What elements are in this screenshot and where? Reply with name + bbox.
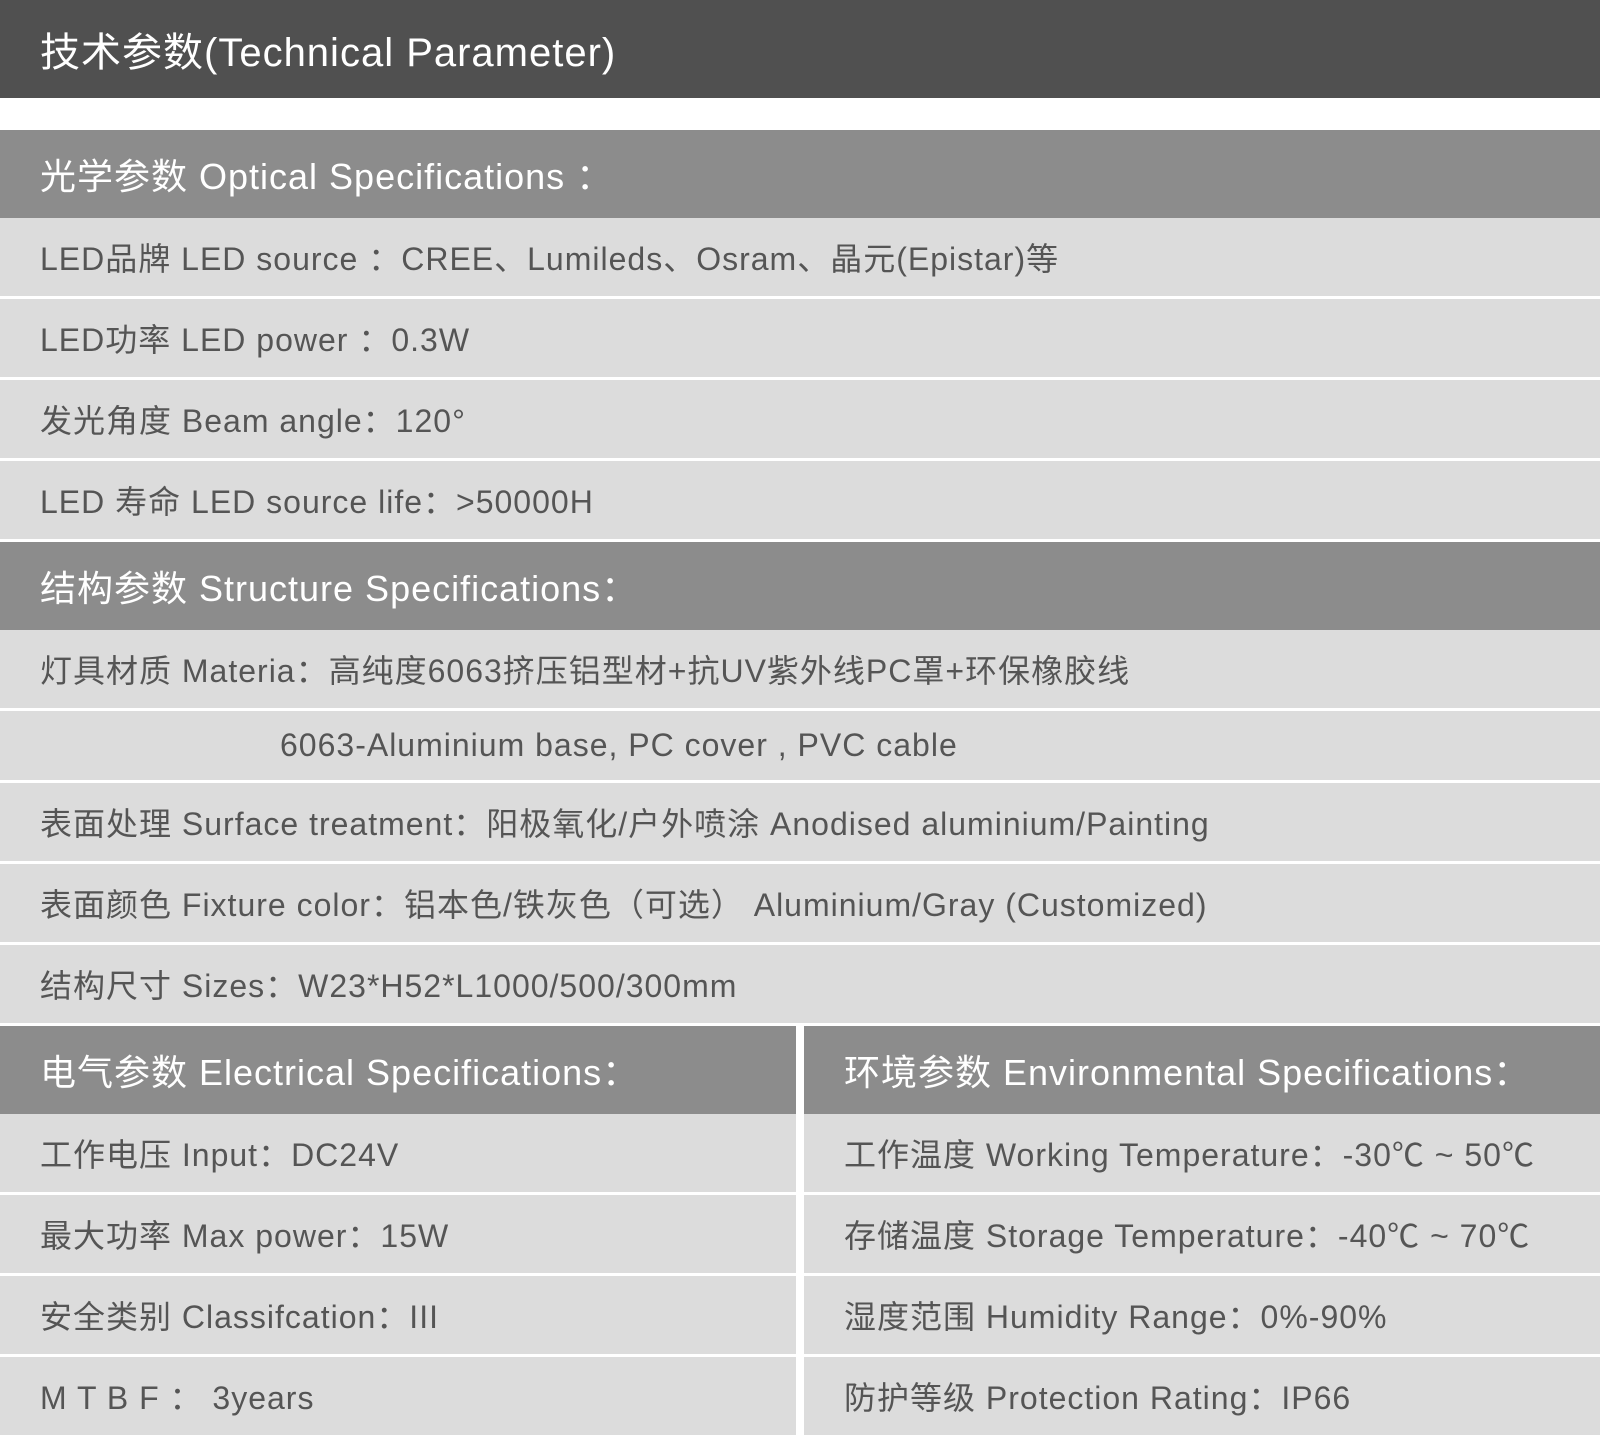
environmental-section-header: 环境参数 Environmental Specifications： (804, 1026, 1600, 1114)
electrical-row: 安全类别 Classifcation：III (0, 1276, 796, 1357)
optical-row: LED功率 LED power ：0.3W (0, 299, 1600, 380)
optical-section-header: 光学参数 Optical Specifications ： (0, 130, 1600, 218)
environmental-row: 工作温度 Working Temperature：-30℃ ~ 50℃ (804, 1114, 1600, 1195)
main-header: 技术参数(Technical Parameter) (0, 0, 1600, 98)
structure-section-header: 结构参数 Structure Specifications： (0, 542, 1600, 630)
electrical-column: 电气参数 Electrical Specifications： 工作电压 Inp… (0, 1026, 796, 1435)
environmental-row: 防护等级 Protection Rating：IP66 (804, 1357, 1600, 1435)
electrical-row: 最大功率 Max power：15W (0, 1195, 796, 1276)
electrical-row: 工作电压 Input：DC24V (0, 1114, 796, 1195)
electrical-section-header: 电气参数 Electrical Specifications： (0, 1026, 796, 1114)
environmental-row: 存储温度 Storage Temperature：-40℃ ~ 70℃ (804, 1195, 1600, 1276)
two-column-section: 电气参数 Electrical Specifications： 工作电压 Inp… (0, 1026, 1600, 1435)
optical-row: LED 寿命 LED source life：>50000H (0, 461, 1600, 542)
electrical-row: M T B F ： 3years (0, 1357, 796, 1435)
structure-row: 结构尺寸 Sizes：W23*H52*L1000/500/300mm (0, 945, 1600, 1026)
structure-row: 表面处理 Surface treatment：阳极氧化/户外喷涂 Anodise… (0, 783, 1600, 864)
structure-row: 6063-Aluminium base, PC cover , PVC cabl… (0, 711, 1600, 783)
structure-row: 灯具材质 Materia：高纯度6063挤压铝型材+抗UV紫外线PC罩+环保橡胶… (0, 630, 1600, 711)
optical-row: 发光角度 Beam angle：120° (0, 380, 1600, 461)
header-gap (0, 98, 1600, 130)
optical-row: LED品牌 LED source ：CREE、Lumileds、Osram、晶元… (0, 218, 1600, 299)
structure-row: 表面颜色 Fixture color：铝本色/铁灰色（可选） Aluminium… (0, 864, 1600, 945)
environmental-column: 环境参数 Environmental Specifications： 工作温度 … (804, 1026, 1600, 1435)
spec-table: 技术参数(Technical Parameter) 光学参数 Optical S… (0, 0, 1600, 1435)
environmental-row: 湿度范围 Humidity Range：0%-90% (804, 1276, 1600, 1357)
